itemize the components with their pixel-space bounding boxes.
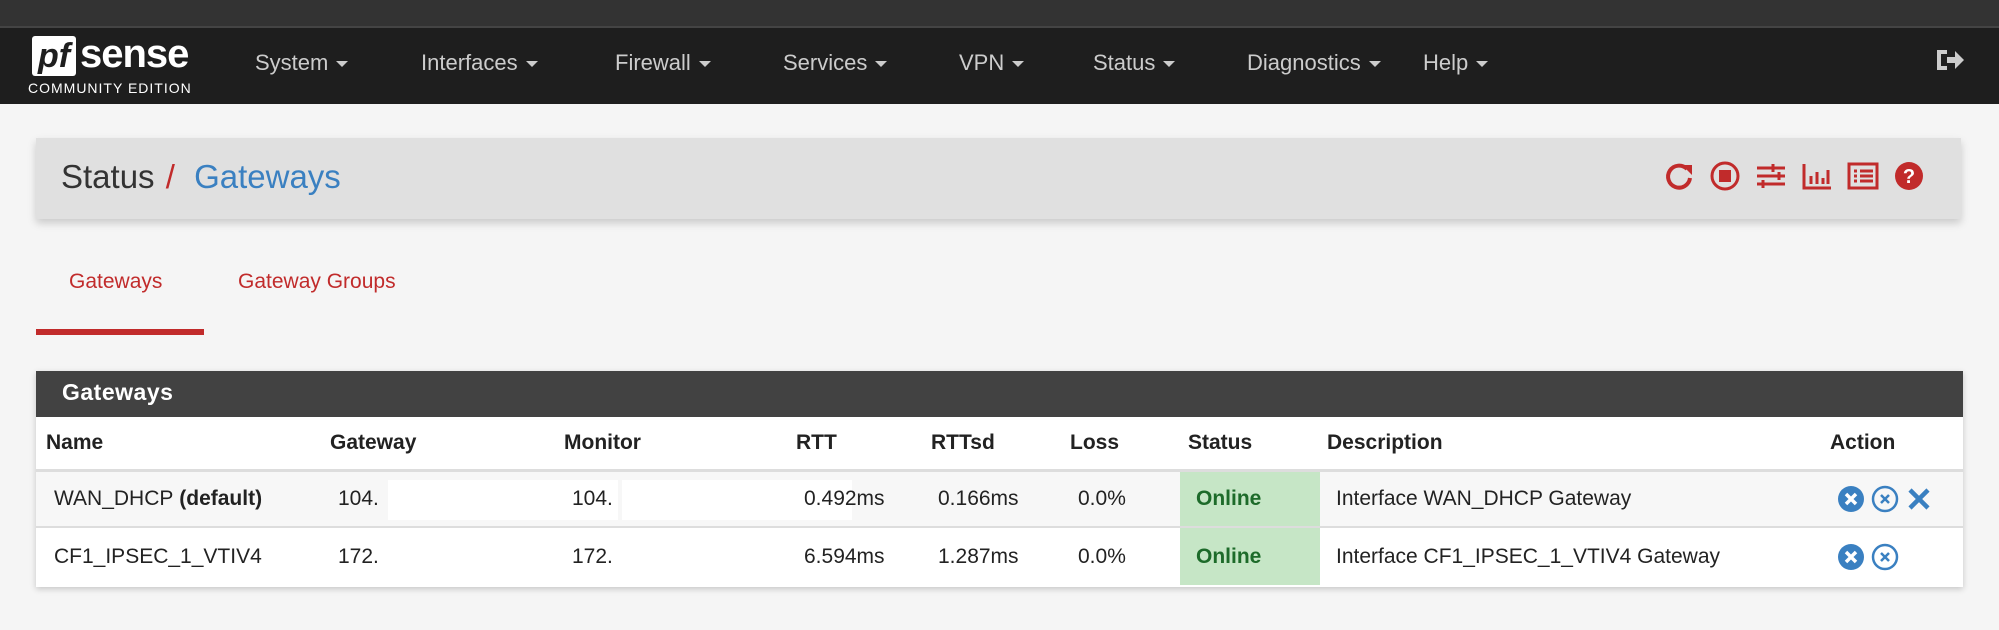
- row-actions: [1837, 472, 1933, 526]
- nav-label: VPN: [959, 50, 1005, 75]
- status-badge: Online: [1180, 472, 1320, 526]
- page-header: Status / Gateways ?: [36, 138, 1961, 219]
- nav-interfaces[interactable]: Interfaces: [421, 50, 538, 76]
- rttsd-value: 0.166ms: [938, 487, 1019, 510]
- rtt-value: 0.492ms: [804, 487, 885, 510]
- col-action: Action: [1830, 431, 1896, 454]
- rttsd-value: 1.287ms: [938, 544, 1019, 568]
- description: Interface CF1_IPSEC_1_VTIV4 Gateway: [1336, 544, 1721, 568]
- name-text: WAN_DHCP: [54, 487, 174, 510]
- breadcrumb-separator: /: [165, 158, 175, 195]
- nav-diagnostics[interactable]: Diagnostics: [1247, 50, 1381, 76]
- caret-down-icon: [1476, 61, 1489, 68]
- col-monitor: Monitor: [564, 431, 641, 454]
- nav-label: Firewall: [615, 50, 691, 75]
- logo-sense: sense: [80, 32, 189, 76]
- stop-circle-icon[interactable]: [1709, 160, 1741, 192]
- sign-out-icon[interactable]: [1935, 46, 1965, 81]
- nav-label: Diagnostics: [1247, 50, 1361, 75]
- tab-gateways[interactable]: Gateways: [69, 270, 163, 293]
- gateways-panel: Gateways Name Gateway Monitor RTT RTTsd …: [36, 371, 1963, 587]
- status-badge: Online: [1180, 528, 1320, 585]
- nav-firewall[interactable]: Firewall: [615, 50, 711, 76]
- redaction: [388, 480, 618, 520]
- logo-pf: pf: [32, 36, 76, 76]
- nav-label: System: [255, 50, 329, 75]
- gateway-address: 172.: [338, 544, 379, 568]
- loss-value: 0.0%: [1078, 487, 1126, 510]
- help-icon[interactable]: ?: [1893, 160, 1925, 192]
- gateway-address: 104.: [338, 487, 379, 510]
- caret-down-icon: [336, 61, 349, 68]
- nav-label: Interfaces: [421, 50, 518, 75]
- monitor-address: 172.: [572, 544, 613, 568]
- col-description: Description: [1327, 431, 1443, 454]
- table-row: CF1_IPSEC_1_VTIV4 172. 172. 6.594ms 1.28…: [36, 528, 1963, 585]
- nav-system[interactable]: System: [255, 50, 349, 76]
- nav-help[interactable]: Help: [1423, 50, 1489, 76]
- mark-down-icon[interactable]: [1837, 485, 1865, 513]
- breadcrumb: Status / Gateways: [61, 158, 341, 196]
- kill-states-icon[interactable]: [1871, 543, 1899, 571]
- breadcrumb-parent[interactable]: Status: [61, 158, 155, 195]
- nav-label: Services: [783, 50, 868, 75]
- caret-down-icon: [875, 61, 888, 68]
- browser-strip: [0, 0, 1999, 28]
- caret-down-icon: [698, 61, 711, 68]
- bar-chart-icon[interactable]: [1801, 160, 1833, 192]
- caret-down-icon: [1163, 61, 1176, 68]
- refresh-icon[interactable]: [1663, 160, 1695, 192]
- kill-states-icon[interactable]: [1871, 485, 1899, 513]
- nav-vpn[interactable]: VPN: [959, 50, 1025, 76]
- nav-label: Status: [1093, 50, 1156, 75]
- active-tab-indicator: [36, 329, 204, 335]
- caret-down-icon: [1368, 61, 1381, 68]
- nav-services[interactable]: Services: [783, 50, 888, 76]
- caret-down-icon: [1012, 61, 1025, 68]
- remove-icon[interactable]: [1905, 485, 1933, 513]
- gateway-name: WAN_DHCP (default): [54, 472, 262, 526]
- panel-title: Gateways: [36, 371, 1963, 417]
- rtt-value: 6.594ms: [804, 544, 885, 568]
- pfsense-logo[interactable]: pf sense COMMUNITY EDITION: [28, 32, 208, 98]
- row-actions: [1837, 528, 1899, 585]
- gateway-name: CF1_IPSEC_1_VTIV4: [54, 544, 262, 568]
- logo-edition: COMMUNITY EDITION: [28, 80, 192, 96]
- table-row: WAN_DHCP (default) 104. 104. 0.492ms 0.1…: [36, 472, 1963, 528]
- col-loss: Loss: [1070, 431, 1120, 454]
- col-rttsd: RTTsd: [931, 431, 995, 454]
- redaction: [622, 480, 852, 520]
- svg-text:?: ?: [1903, 166, 1915, 188]
- col-name: Name: [46, 431, 104, 454]
- description: Interface WAN_DHCP Gateway: [1336, 487, 1632, 510]
- default-label: (default): [179, 487, 263, 510]
- loss-value: 0.0%: [1078, 544, 1126, 568]
- navbar: pf sense COMMUNITY EDITION System Interf…: [0, 28, 1999, 104]
- col-rtt: RTT: [796, 431, 837, 454]
- mark-down-icon[interactable]: [1837, 543, 1865, 571]
- col-gateway: Gateway: [330, 431, 417, 454]
- nav-label: Help: [1423, 50, 1469, 75]
- monitor-address: 104.: [572, 487, 613, 510]
- sliders-icon[interactable]: [1755, 160, 1787, 192]
- col-status: Status: [1188, 431, 1253, 454]
- caret-down-icon: [525, 61, 538, 68]
- table-header: Name Gateway Monitor RTT RTTsd Loss Stat…: [36, 417, 1963, 472]
- tab-gateway-groups[interactable]: Gateway Groups: [238, 270, 396, 293]
- list-icon[interactable]: [1847, 160, 1879, 192]
- page-title[interactable]: Gateways: [194, 158, 341, 195]
- nav-status[interactable]: Status: [1093, 50, 1176, 76]
